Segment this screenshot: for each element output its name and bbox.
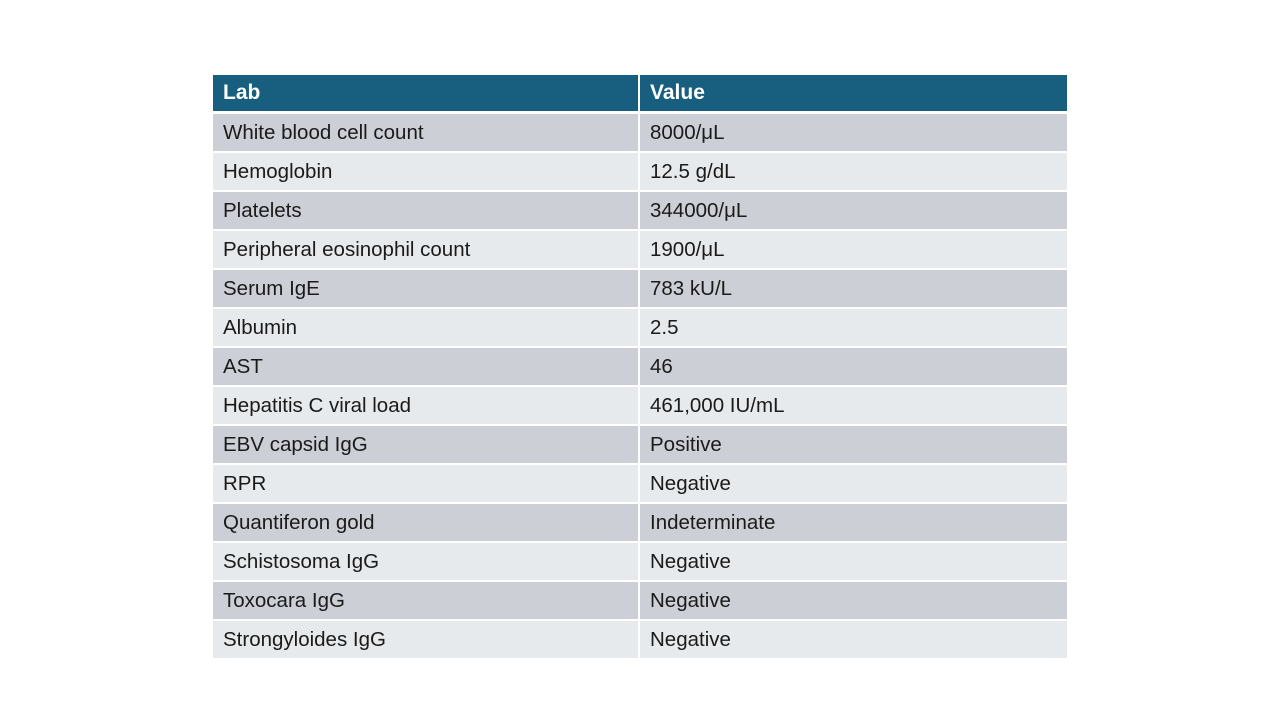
lab-value-cell: Negative xyxy=(639,542,1067,582)
table-row: RPR Negative xyxy=(213,464,1067,504)
table-row: Strongyloides IgG Negative xyxy=(213,620,1067,660)
column-header-value: Value xyxy=(639,75,1067,114)
lab-name-cell: Hemoglobin xyxy=(213,152,640,192)
lab-name-cell: White blood cell count xyxy=(213,112,640,153)
lab-value-cell: 2.5 xyxy=(639,308,1067,348)
table-row: Hemoglobin 12.5 g/dL xyxy=(213,152,1067,192)
lab-value-cell: Negative xyxy=(639,620,1067,660)
lab-value-cell: 46 xyxy=(639,347,1067,387)
table-row: Quantiferon gold Indeterminate xyxy=(213,503,1067,543)
lab-name-cell: EBV capsid IgG xyxy=(213,425,640,465)
lab-name-cell: Strongyloides IgG xyxy=(213,620,640,660)
lab-results-table: Lab Value White blood cell count 8000/μL… xyxy=(213,75,1067,660)
table-row: Toxocara IgG Negative xyxy=(213,581,1067,621)
lab-name-cell: Toxocara IgG xyxy=(213,581,640,621)
lab-value-cell: 12.5 g/dL xyxy=(639,152,1067,192)
table-header-row: Lab Value xyxy=(213,75,1067,114)
lab-name-cell: RPR xyxy=(213,464,640,504)
lab-name-cell: Serum IgE xyxy=(213,269,640,309)
lab-value-cell: 461,000 IU/mL xyxy=(639,386,1067,426)
table-row: Schistosoma IgG Negative xyxy=(213,542,1067,582)
lab-value-cell: Negative xyxy=(639,581,1067,621)
lab-value-cell: 1900/μL xyxy=(639,230,1067,270)
lab-name-cell: Hepatitis C viral load xyxy=(213,386,640,426)
lab-value-cell: Negative xyxy=(639,464,1067,504)
lab-value-cell: Indeterminate xyxy=(639,503,1067,543)
lab-value-cell: 8000/μL xyxy=(639,112,1067,153)
lab-value-cell: Positive xyxy=(639,425,1067,465)
lab-name-cell: Platelets xyxy=(213,191,640,231)
table-row: Serum IgE 783 kU/L xyxy=(213,269,1067,309)
table-row: Albumin 2.5 xyxy=(213,308,1067,348)
table-row: Platelets 344000/μL xyxy=(213,191,1067,231)
table-row: Peripheral eosinophil count 1900/μL xyxy=(213,230,1067,270)
lab-name-cell: Peripheral eosinophil count xyxy=(213,230,640,270)
lab-name-cell: Quantiferon gold xyxy=(213,503,640,543)
lab-name-cell: Albumin xyxy=(213,308,640,348)
lab-value-cell: 344000/μL xyxy=(639,191,1067,231)
table-row: EBV capsid IgG Positive xyxy=(213,425,1067,465)
lab-name-cell: Schistosoma IgG xyxy=(213,542,640,582)
lab-value-cell: 783 kU/L xyxy=(639,269,1067,309)
column-header-lab: Lab xyxy=(213,75,640,114)
table-row: AST 46 xyxy=(213,347,1067,387)
lab-name-cell: AST xyxy=(213,347,640,387)
table-row: White blood cell count 8000/μL xyxy=(213,112,1067,153)
table-row: Hepatitis C viral load 461,000 IU/mL xyxy=(213,386,1067,426)
